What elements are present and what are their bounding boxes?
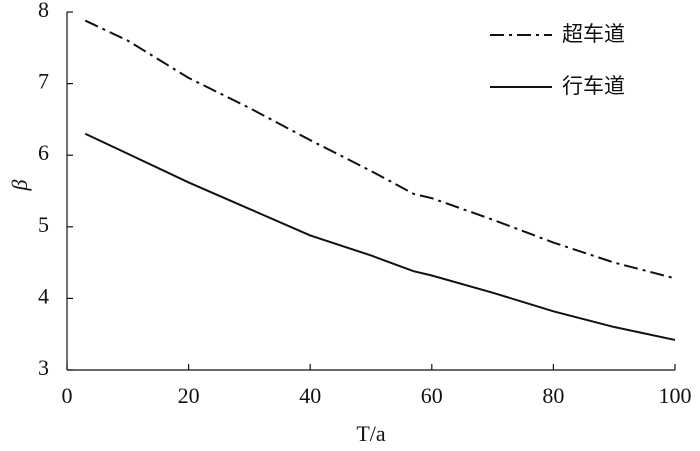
x-tick-label: 20	[178, 383, 200, 408]
legend-label: 行车道	[562, 74, 625, 98]
x-tick-label: 100	[659, 383, 692, 408]
x-tick-label: 0	[62, 383, 73, 408]
line-series	[84, 132, 676, 341]
x-tick-label: 60	[421, 383, 443, 408]
y-tick-label: 6	[38, 140, 49, 165]
y-tick-label: 3	[38, 355, 49, 380]
y-axis-label: β	[7, 179, 32, 191]
legend-label: 超车道	[562, 22, 625, 46]
y-tick-label: 7	[38, 69, 49, 94]
x-tick-label: 40	[299, 383, 321, 408]
y-tick-label: 5	[38, 212, 49, 237]
x-tick-label: 80	[542, 383, 564, 408]
y-tick-label: 8	[38, 0, 49, 22]
x-axis-label: T/a	[356, 421, 386, 446]
line-series	[84, 19, 676, 280]
y-tick-label: 4	[38, 283, 49, 308]
